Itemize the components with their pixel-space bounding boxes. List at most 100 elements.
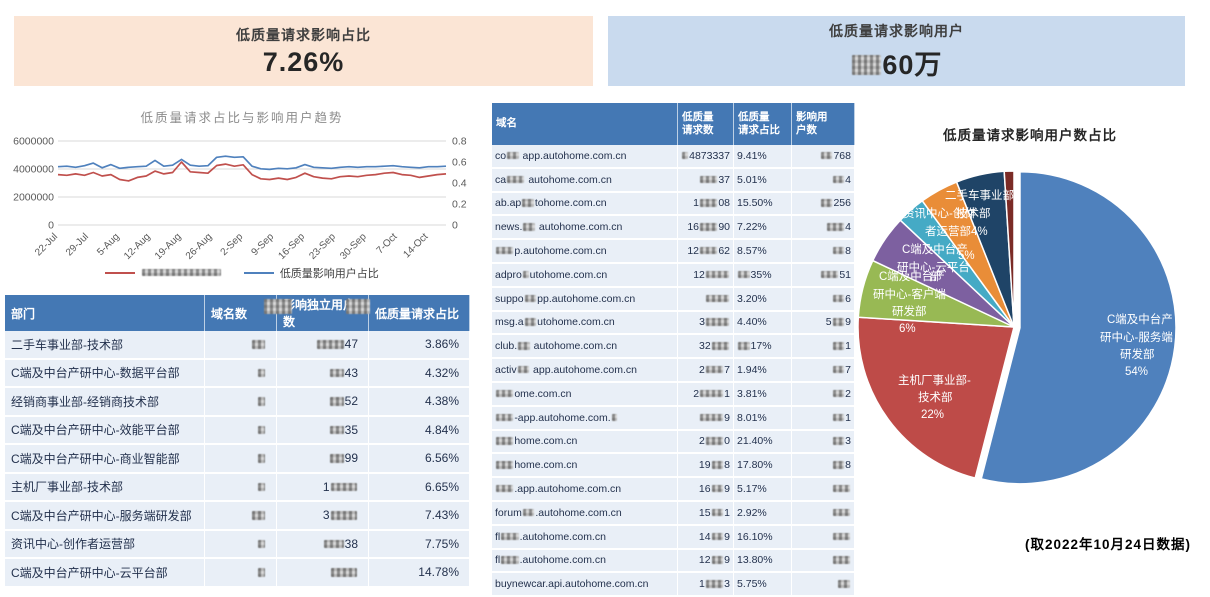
table-cell [792,549,855,574]
redacted-text [705,270,729,279]
redacted-text [711,484,724,493]
svg-text:19-Aug: 19-Aug [153,231,184,262]
pie-slice-label: 技术部 [956,208,991,220]
svg-text:30-Sep: 30-Sep [338,231,369,262]
dept-table-grid: 部门 域名数 影响独立用户数 低质量请求占比 二手车事业部-技术部 47 3.86% C端及中… [5,295,470,588]
table-cell: 资讯中心-创作者运营部 [5,530,205,559]
redacted-text [711,342,729,350]
table-cell: 3 [678,311,734,336]
redacted-text [682,151,689,160]
table-cell: 3.86% [369,331,470,360]
column-header: 低质量请求占比 [369,295,470,331]
trend-series [57,161,447,182]
table-cell: 19 8 [678,454,734,479]
legend-item: 低质量影响用户占比 [243,265,379,281]
table-cell: C端及中台产研中心-数据平台部 [5,359,205,388]
table-cell: suppo pp.autohome.com.cn [492,287,678,312]
pie-slice-label: 二手车事业部- [945,190,1018,202]
table-cell: 4 [792,216,855,241]
table-cell: 3.81% [734,382,792,407]
redacted-text [832,556,850,564]
redacted-text [700,246,718,255]
pie-slice-label: C端及中台产 [902,244,968,256]
svg-text:2000000: 2000000 [13,192,54,204]
legend-line-swatch [243,272,274,274]
redacted-text [700,199,718,207]
pie-slice-label: 资讯中心-创作 [903,208,976,220]
table-cell: adpro utohome.com.cn [492,263,678,288]
table-cell: 15 1 [678,501,734,526]
redacted-text [705,318,729,326]
table-cell: 52 [277,388,369,417]
redacted-text [496,484,514,493]
table-cell: 9.41% [734,145,792,169]
table-row: 主机厂事业部-技术部 1 6.65% [5,473,470,502]
redacted-text [832,365,845,374]
redacted-text [496,389,514,398]
redacted-text [705,365,724,374]
svg-text:0.6: 0.6 [452,157,467,169]
table-cell: 7 [792,359,855,383]
pie-graphic [857,170,1177,485]
table-cell [678,287,734,312]
redacted-text [258,539,265,549]
table-cell: home.com.cn [492,454,678,479]
table-cell: 16 9 [678,478,734,502]
redacted-text [507,151,519,160]
table-cell: 16.10% [734,525,792,550]
pie-slice-label: 研中心-云平台 [897,262,970,274]
table-row: news. autohome.com.cn 16 90 7.22% 4 [492,216,855,241]
column-header: 低质量 请求占比 [734,103,792,145]
redacted-text [711,461,724,469]
table-cell: 5.01% [734,168,792,193]
table-cell: 二手车事业部-技术部 [5,331,205,360]
table-cell: 6.65% [369,473,470,502]
table-cell: 8.57% [734,240,792,264]
table-row: 二手车事业部-技术部 47 3.86% [5,331,470,360]
redacted-text [142,268,221,277]
pie-slice [1003,170,1015,328]
table-cell: 37 [678,168,734,193]
legend-label: 低质量影响用户占比 [279,268,379,280]
table-cell: 主机厂事业部-技术部 [5,473,205,502]
table-cell: 1 [792,335,855,360]
table-cell: 38 [277,530,369,559]
table-cell: 51 [792,263,855,288]
redacted-text [517,365,530,374]
pie-slice-label: 研发部 [892,306,927,318]
redacted-text [522,508,535,517]
table-cell: fl .autohome.com.cn [492,549,678,574]
table-cell: C端及中台产研中心-效能平台部 [5,416,205,445]
table-cell [205,559,277,588]
legend-item [105,267,222,279]
table-cell [205,388,277,417]
pie-slice [980,171,1177,485]
table-cell [792,573,855,597]
table-cell: 17.80% [734,454,792,479]
table-cell: 32 [678,335,734,360]
table-cell: 4.84% [369,416,470,445]
pie-slice-label: 研中心-客户端 [873,289,946,301]
table-cell [205,331,277,360]
table-cell: 99 [277,445,369,474]
pie-slice-label: 主机厂事业部- [898,375,971,387]
redacted-text [832,246,845,255]
table-cell: 8.01% [734,406,792,431]
table-cell: 12 [678,263,734,288]
table-cell: 43 [277,359,369,388]
table-cell [792,501,855,526]
svg-text:0.4: 0.4 [452,178,467,190]
redacted-text [496,437,514,445]
redacted-text [832,413,845,422]
table-cell: .app.autohome.com.cn [492,478,678,502]
table-row: home.com.cn 19 8 17.80% 8 [492,454,855,479]
table-cell: forum .autohome.com.cn [492,501,678,526]
table-cell [205,502,277,531]
table-row: fl .autohome.com.cn 12 9 13.80% [492,549,855,574]
table-row: forum .autohome.com.cn 15 1 2.92% [492,501,855,526]
table-cell: fl .autohome.com.cn [492,525,678,550]
redacted-text [501,556,519,564]
table-cell: 1.94% [734,359,792,383]
